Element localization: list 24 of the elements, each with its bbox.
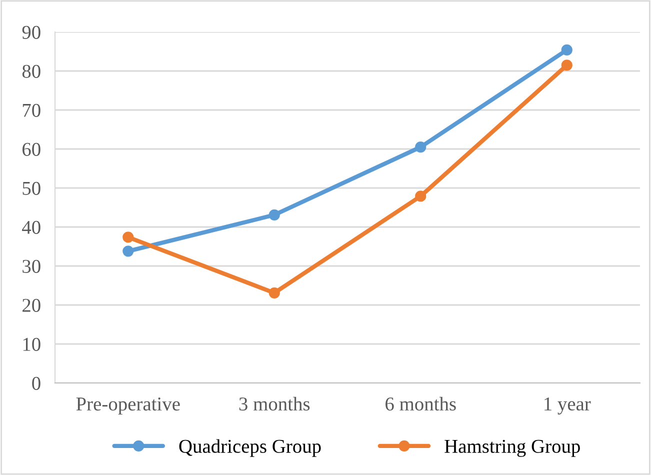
x-tick-label: 1 year: [544, 397, 591, 415]
y-tick-label: 0: [32, 376, 40, 390]
y-tick-label: 50: [22, 182, 40, 195]
point: [415, 141, 426, 153]
y-tick-label: 70: [22, 104, 40, 117]
y-tick-label: 30: [22, 260, 40, 273]
x-tick-label: 3 months: [239, 396, 310, 411]
y-tick-label: 10: [23, 338, 40, 351]
point: [122, 246, 134, 257]
point: [268, 287, 280, 298]
x-tick-label: 6 months: [386, 396, 456, 411]
legend-label: Quadriceps Group: [179, 439, 321, 457]
y-tick-label: 40: [22, 220, 40, 234]
y-tick-label: 20: [22, 298, 40, 312]
point: [122, 232, 134, 243]
y-tick-label: 90: [22, 26, 40, 39]
legend-label: Hamstring Group: [444, 440, 580, 457]
point: [268, 209, 280, 220]
point: [561, 44, 572, 56]
point: [415, 190, 426, 202]
y-tick-label: 80: [22, 64, 40, 78]
x-tick-label: Pre-operative: [76, 398, 180, 415]
point: [561, 60, 572, 71]
y-tick-label: 60: [22, 142, 40, 156]
